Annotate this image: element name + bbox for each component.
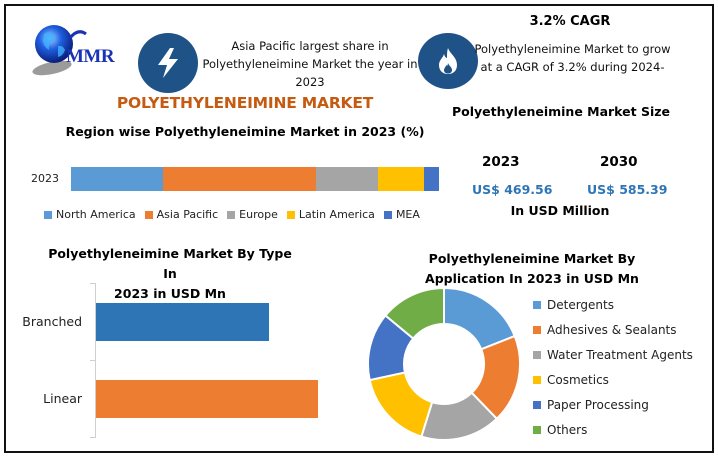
legend-label: Asia Pacific bbox=[156, 208, 219, 221]
market-size-title: Polyethyleneimine Market Size bbox=[452, 104, 671, 119]
legend-item: Latin America bbox=[286, 208, 375, 221]
market-size-year-2030: 2030 bbox=[600, 154, 638, 170]
application-chart-title-line: Polyethyleneimine Market By bbox=[428, 251, 636, 266]
region-stacked-bar bbox=[71, 167, 439, 191]
legend-swatch bbox=[533, 300, 541, 309]
legend-swatch bbox=[144, 210, 153, 219]
type-category-linear: Linear bbox=[43, 391, 82, 406]
cagr-description: Polyethyleneimine Market to grow at a CA… bbox=[474, 42, 671, 74]
bar-segment-latin-america bbox=[377, 167, 424, 191]
legend-item: MEA bbox=[383, 208, 420, 221]
market-size-unit: In USD Million bbox=[510, 203, 610, 218]
legend-label: Detergents bbox=[547, 297, 614, 312]
type-bar-branched bbox=[96, 303, 269, 341]
type-bar-linear bbox=[96, 380, 318, 418]
legend-label: Adhesives & Sealants bbox=[547, 322, 677, 337]
legend-label: Cosmetics bbox=[547, 372, 609, 387]
axis-tick bbox=[90, 437, 96, 438]
cagr-heading: 3.2% CAGR bbox=[529, 14, 611, 29]
legend-swatch bbox=[533, 400, 541, 409]
legend-item: North America bbox=[44, 208, 136, 221]
application-donut-chart bbox=[367, 286, 521, 441]
legend-item: Asia Pacific bbox=[144, 208, 219, 221]
legend-label: Water Treatment Agents bbox=[547, 347, 693, 362]
market-size-value-2023: US$ 469.56 bbox=[472, 182, 553, 197]
market-size-year-2023: 2023 bbox=[482, 154, 520, 170]
legend-item: Cosmetics bbox=[533, 367, 693, 392]
legend-swatch bbox=[44, 210, 52, 219]
legend-swatch bbox=[286, 210, 295, 219]
region-chart-title: Region wise Polyethyleneimine Market in … bbox=[65, 124, 425, 139]
donut-segment-others bbox=[384, 286, 445, 340]
bar-segment-europe bbox=[316, 167, 378, 191]
legend-item: Paper Processing bbox=[533, 392, 693, 417]
legend-swatch bbox=[227, 210, 236, 219]
application-chart-legend: Detergents Adhesives & Sealants Water Tr… bbox=[533, 292, 693, 442]
region-chart-legend: North America Asia Pacific Europe Latin … bbox=[44, 208, 420, 221]
legend-item: Water Treatment Agents bbox=[533, 342, 693, 367]
axis-tick bbox=[90, 283, 96, 284]
application-chart-title: Polyethyleneimine Market By Application … bbox=[392, 249, 672, 289]
type-category-branched: Branched bbox=[22, 314, 82, 329]
bar-segment-north-america bbox=[71, 167, 163, 191]
asia-pacific-share-text: Asia Pacific largest share in Polyethyle… bbox=[202, 39, 418, 89]
page-title: POLYETHYLENEIMINE MARKET bbox=[116, 94, 374, 112]
axis-tick bbox=[90, 360, 96, 361]
application-chart-title-line: Application In 2023 in USD Mn bbox=[425, 271, 639, 286]
region-chart-year-label: 2023 bbox=[31, 172, 59, 185]
legend-label: North America bbox=[56, 208, 136, 221]
bar-segment-asia-pacific bbox=[163, 167, 317, 191]
legend-label: Paper Processing bbox=[547, 397, 649, 412]
legend-label: Europe bbox=[239, 208, 278, 221]
legend-label: MEA bbox=[395, 208, 420, 221]
bar-segment-mea bbox=[423, 167, 439, 191]
legend-item: Others bbox=[533, 417, 693, 442]
infographic-frame bbox=[4, 4, 714, 453]
flame-icon bbox=[418, 33, 478, 89]
market-size-value-2030: US$ 585.39 bbox=[587, 182, 668, 197]
legend-item: Adhesives & Sealants bbox=[533, 317, 693, 342]
type-chart-title-line: Polyethyleneimine Market By Type In bbox=[48, 246, 292, 281]
legend-swatch bbox=[383, 210, 392, 219]
legend-item: Detergents bbox=[533, 292, 693, 317]
type-chart-title-line: 2023 in USD Mn bbox=[114, 286, 226, 301]
legend-swatch bbox=[533, 325, 541, 334]
legend-label: Latin America bbox=[298, 208, 375, 221]
lightning-bolt-icon bbox=[138, 33, 198, 93]
legend-item: Europe bbox=[227, 208, 278, 221]
mmr-logo-text: MMR bbox=[66, 46, 115, 67]
type-chart-title: Polyethyleneimine Market By Type In 2023… bbox=[40, 244, 300, 304]
legend-label: Others bbox=[547, 422, 588, 437]
donut-segment-cosmetics bbox=[368, 371, 434, 438]
legend-swatch bbox=[533, 425, 541, 434]
mmr-globe-logo-icon bbox=[32, 25, 87, 76]
legend-swatch bbox=[533, 350, 541, 359]
legend-swatch bbox=[533, 375, 541, 384]
